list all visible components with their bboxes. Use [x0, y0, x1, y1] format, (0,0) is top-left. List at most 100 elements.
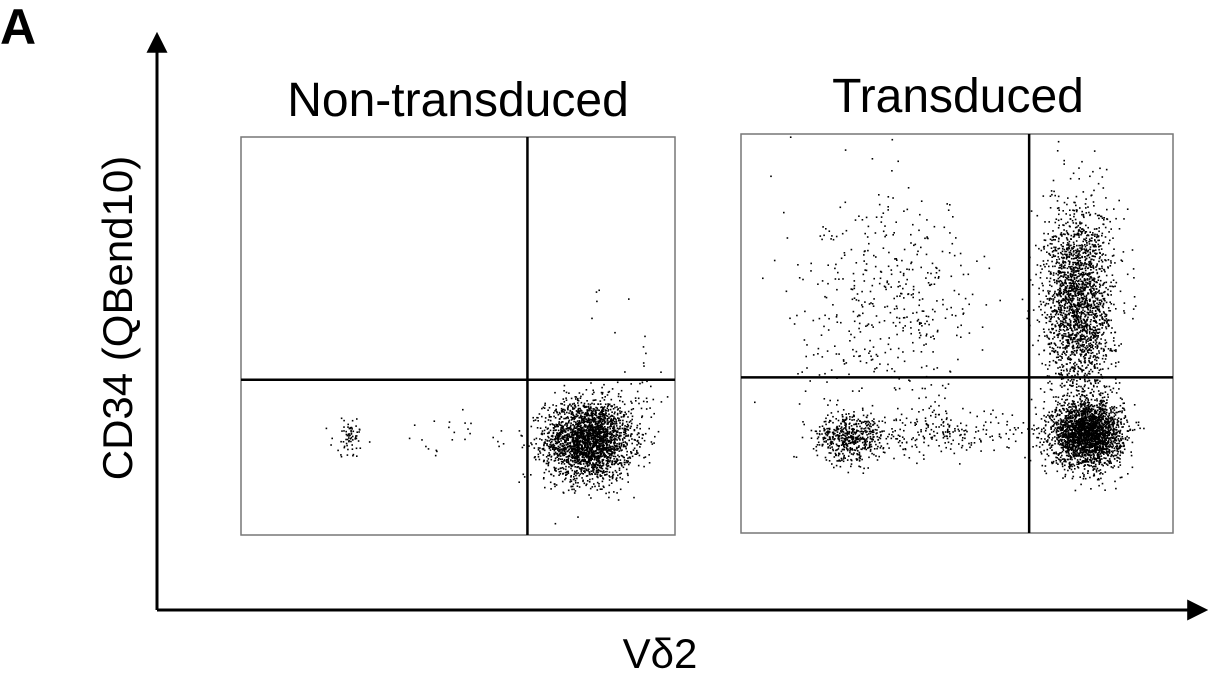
scatter-point	[1131, 455, 1133, 457]
scatter-point	[608, 460, 610, 462]
scatter-point	[1086, 395, 1088, 397]
scatter-point	[1118, 388, 1120, 390]
scatter-point	[603, 463, 605, 465]
scatter-point	[602, 446, 604, 448]
scatter-point	[595, 442, 597, 444]
scatter-point	[1058, 458, 1060, 460]
scatter-point	[602, 413, 604, 415]
scatter-point	[586, 455, 588, 457]
scatter-point	[616, 448, 618, 450]
scatter-point	[568, 422, 570, 424]
scatter-point	[598, 420, 600, 422]
scatter-point	[613, 419, 615, 421]
scatter-point	[580, 461, 582, 463]
scatter-point	[649, 462, 651, 464]
scatter-point	[1089, 416, 1091, 418]
scatter-point	[598, 449, 600, 451]
scatter-point	[613, 431, 615, 433]
scatter-point	[577, 434, 579, 436]
scatter-point	[624, 412, 626, 414]
scatter-point	[581, 433, 583, 435]
scatter-point	[592, 431, 594, 433]
scatter-point	[631, 423, 633, 425]
scatter-point	[573, 448, 575, 450]
scatter-point	[1121, 423, 1123, 425]
scatter-point	[573, 457, 575, 459]
scatter-point	[1111, 447, 1113, 449]
scatter-point	[600, 488, 602, 490]
scatter-point	[606, 471, 608, 473]
scatter-point	[519, 430, 521, 432]
scatter-point	[539, 451, 541, 453]
scatter-point	[503, 443, 505, 445]
scatter-point	[592, 390, 594, 392]
scatter-point	[612, 464, 614, 466]
scatter-point	[587, 430, 589, 432]
scatter-point	[1087, 424, 1089, 426]
scatter-point	[595, 462, 597, 464]
scatter-point	[1102, 465, 1104, 467]
scatter-point	[574, 492, 576, 494]
scatter-point	[581, 444, 583, 446]
scatter-point	[614, 445, 616, 447]
scatter-point	[1073, 423, 1075, 425]
scatter-point	[1089, 477, 1091, 479]
scatter-point	[617, 434, 619, 436]
scatter-point	[563, 398, 565, 400]
scatter-point	[589, 462, 591, 464]
scatter-point	[622, 478, 624, 480]
scatter-point	[1101, 421, 1103, 423]
scatter-point	[571, 464, 573, 466]
scatter-point	[583, 421, 585, 423]
scatter-point	[1083, 476, 1085, 478]
scatter-point	[1070, 417, 1072, 419]
scatter-point	[345, 439, 347, 441]
scatter-point	[607, 463, 609, 465]
scatter-point	[535, 443, 537, 445]
scatter-point	[608, 448, 610, 450]
scatter-point	[644, 336, 646, 338]
scatter-point	[352, 420, 354, 422]
scatter-point	[549, 416, 551, 418]
scatter-point	[576, 462, 578, 464]
scatter-point	[535, 459, 537, 461]
scatter-point	[1043, 427, 1045, 429]
scatter-point	[326, 428, 328, 430]
scatter-point	[355, 435, 357, 437]
scatter-point	[625, 413, 627, 415]
scatter-point	[345, 431, 347, 433]
scatter-point	[1106, 399, 1108, 401]
scatter-point	[1060, 443, 1062, 445]
scatter-point	[565, 444, 567, 446]
scatter-point	[569, 420, 571, 422]
scatter-point	[589, 408, 591, 410]
scatter-point	[1092, 406, 1094, 408]
scatter-point	[564, 401, 566, 403]
scatter-point	[551, 444, 553, 446]
scatter-point	[1096, 404, 1098, 406]
scatter-point	[592, 413, 594, 415]
scatter-point	[592, 419, 594, 421]
scatter-point	[564, 404, 566, 406]
scatter-point	[584, 416, 586, 418]
scatter-point	[561, 448, 563, 450]
scatter-point	[596, 460, 598, 462]
scatter-point	[641, 408, 643, 410]
scatter-point	[602, 421, 604, 423]
scatter-point	[582, 419, 584, 421]
scatter-point	[603, 430, 605, 432]
scatter-point	[618, 419, 620, 421]
scatter-point	[556, 484, 558, 486]
scatter-point	[564, 411, 566, 413]
scatter-point	[584, 459, 586, 461]
scatter-point	[619, 422, 621, 424]
scatter-point	[555, 409, 557, 411]
scatter-point	[1047, 453, 1049, 455]
scatter-point	[606, 457, 608, 459]
scatter-point	[1024, 457, 1026, 459]
scatter-point	[1057, 422, 1059, 424]
scatter-point	[634, 448, 636, 450]
scatter-point	[1105, 427, 1107, 429]
scatter-point	[596, 301, 598, 303]
scatter-point	[533, 420, 535, 422]
